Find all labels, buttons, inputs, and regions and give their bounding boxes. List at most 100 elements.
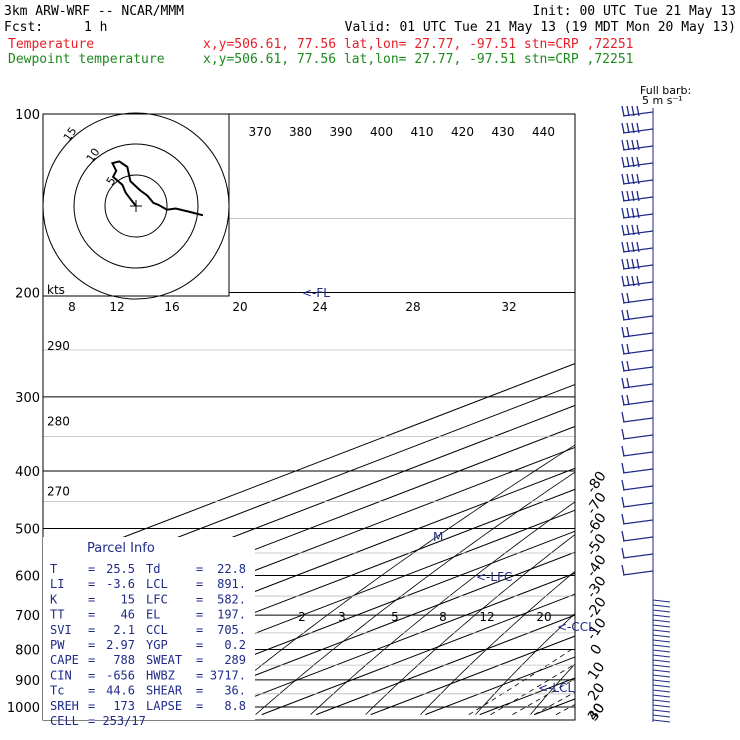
parcel-key: SWEAT: [146, 653, 182, 667]
parcel-info-title: Parcel Info: [87, 541, 155, 556]
wind-barb-low: [652, 599, 671, 603]
parcel-key: SVI: [50, 623, 72, 637]
mixing-ratio-label: 20: [536, 610, 551, 624]
wind-barb-feather: [621, 207, 625, 219]
moist-adiabat: [600, 293, 740, 715]
theta-label: 390: [330, 125, 353, 139]
parcel-eq: =: [88, 638, 95, 652]
isotherm: [43, 383, 575, 590]
isotherm: [589, 114, 740, 715]
wind-barb-feather: [636, 190, 640, 202]
parcel-value: -3.6: [106, 577, 135, 591]
wind-barb: [621, 309, 654, 321]
wind-barb-shaft: [622, 485, 654, 491]
wind-barb-shaft: [622, 434, 654, 440]
parcel-info-box: Parcel Info T = 25.5 Td = 22.8 LI = -3.6 LCL = 891.…: [43, 537, 255, 728]
wind-barb-low: [652, 634, 671, 638]
wind-barb-feather: [621, 428, 625, 440]
theta-label: 380: [289, 125, 312, 139]
wind-barb-low: [652, 659, 671, 663]
dry-adiabat: [255, 471, 575, 715]
valid-time: Valid: 01 UTC Tue 21 May 13 (19 MDT Mon …: [345, 20, 736, 35]
parcel-value: 2.97: [106, 638, 135, 652]
wind-barb-feather: [626, 173, 630, 185]
wind-barb: [621, 224, 654, 236]
wind-barb-feather: [621, 479, 625, 491]
wind-barb-feather: [626, 224, 630, 236]
pressure-label: 500: [15, 522, 40, 537]
init-time: Init: 00 UTC Tue 21 May 13: [533, 4, 737, 19]
wind-barb-feather: [621, 173, 625, 185]
wind-barb-title: Full barb:: [640, 84, 691, 97]
pressure-level-lines: [42, 113, 576, 721]
pressure-label: 200: [15, 287, 40, 302]
wind-barb-low: [652, 609, 671, 613]
wind-barb: [621, 292, 654, 304]
hodograph-trace: [110, 160, 204, 217]
wind-barb-feather: [636, 275, 640, 287]
wind-barb-shaft: [622, 468, 654, 474]
wind-barb-feather: [626, 377, 630, 389]
wind-barb-feather: [621, 513, 625, 525]
wind-barb-feather: [626, 343, 630, 355]
isotherm-label: 20: [585, 680, 608, 704]
wind-barb: [621, 513, 654, 525]
wind-barb-feather: [621, 258, 625, 270]
wind-barb-feather: [626, 292, 630, 304]
parcel-eq: =: [196, 653, 203, 667]
isotherm: [479, 677, 575, 716]
wind-barb-feather: [621, 139, 625, 151]
parcel-value: 46: [121, 608, 135, 622]
cell-label: CELL: [50, 714, 79, 728]
wind-barb-low: [652, 649, 671, 653]
wind-barb-feather: [631, 224, 635, 236]
wind-barb-feather: [621, 377, 625, 389]
parcel-eq: =: [88, 668, 95, 682]
pressure-label: 1000: [7, 701, 40, 716]
wind-barb-low: [652, 674, 671, 678]
wind-barb-feather: [626, 309, 630, 321]
hodograph-ring: [104, 174, 168, 238]
hodograph-ring: [42, 112, 230, 300]
parcel-key: HWBZ: [146, 668, 175, 682]
pressure-label: 900: [15, 674, 40, 689]
parcel-eq: =: [88, 608, 95, 622]
theta-label: 410: [411, 125, 434, 139]
wind-barb-feather: [636, 241, 640, 253]
wind-barb-feather: [626, 326, 630, 338]
dry-adiabat: [200, 444, 575, 715]
parcel-value: 0.2: [224, 638, 246, 652]
parcel-eq: =: [196, 608, 203, 622]
parcel-value: 25.5: [106, 562, 135, 576]
wind-barb-low: [652, 684, 671, 688]
wind-barb-low: [652, 714, 671, 718]
wind-barb: [621, 190, 654, 202]
dry-adiabat: [475, 612, 575, 715]
legend-dewpoint-name: Dewpoint temperature: [8, 52, 165, 67]
parcel-value: 44.6: [106, 684, 135, 698]
mixing-ratio-label: 5: [391, 610, 399, 624]
mixing-ratio-label: 32: [501, 300, 516, 314]
wind-barb-low: [652, 619, 671, 623]
wind-barb-shaft: [622, 451, 654, 457]
wind-barb-feather: [621, 411, 625, 423]
wind-barb-feather: [621, 360, 625, 372]
parcel-key: LCL: [146, 577, 168, 591]
moist-adiabat: [534, 691, 575, 715]
wind-barb-low: [652, 614, 671, 618]
wind-barb-feather: [621, 275, 625, 287]
wind-barb-feather: [621, 530, 625, 542]
parcel-value: 2.1: [113, 623, 135, 637]
wind-barb-feather: [621, 394, 625, 406]
wind-barb-feather: [631, 105, 635, 117]
wind-barb-feather: [636, 105, 640, 117]
wind-barb: [621, 275, 654, 287]
wind-barb-feather: [621, 122, 625, 134]
isotherm: [98, 530, 575, 716]
wind-barb-shaft: [622, 298, 654, 304]
wind-barb: [621, 564, 654, 576]
wind-barb-feather: [636, 224, 640, 236]
wind-barb-low: [652, 639, 671, 643]
theta-label: 280: [47, 414, 70, 428]
